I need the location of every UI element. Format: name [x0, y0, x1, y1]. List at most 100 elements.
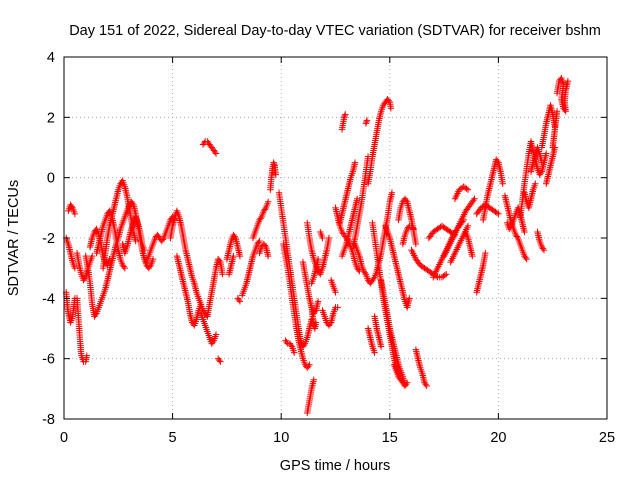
data-point	[493, 209, 501, 217]
data-point	[513, 233, 521, 240]
axis-ticks: 0 5 10 15 20 25 -8 -6 -4 -2 0 2 4	[42, 50, 615, 446]
series-arc23	[249, 198, 272, 242]
series-arc15	[197, 310, 220, 347]
y-axis-label: SDTVAR / TECUs	[6, 180, 22, 296]
data-point	[494, 157, 501, 165]
data-point	[443, 271, 450, 278]
chart-title: Day 151 of 2022, Sidereal Day-to-day VTE…	[69, 23, 601, 39]
series-arc39	[338, 195, 361, 260]
data-point	[255, 239, 262, 246]
data-point	[141, 246, 148, 254]
y-tick-label: -2	[42, 231, 55, 247]
x-tick-label: 5	[169, 430, 177, 446]
x-tick-label: 20	[490, 430, 506, 446]
data-point	[272, 171, 279, 178]
data-point	[542, 150, 550, 157]
series-arc18	[215, 355, 224, 365]
series-arc46	[371, 313, 385, 350]
series-arc33	[319, 304, 341, 329]
series-arc28	[282, 337, 298, 356]
data-point	[261, 242, 269, 249]
series-arc21	[238, 237, 263, 299]
data-point	[388, 189, 396, 196]
data-point	[341, 112, 348, 120]
data-point	[89, 252, 96, 260]
series-arc36	[317, 228, 326, 242]
data-point	[469, 252, 476, 260]
series-arc69	[534, 228, 548, 254]
series-arc57	[440, 195, 478, 260]
data-point	[540, 246, 548, 254]
data-point	[539, 245, 547, 252]
data-point	[120, 263, 127, 270]
data-point	[216, 356, 223, 364]
data-point	[236, 298, 244, 305]
data-point	[523, 255, 530, 263]
y-tick-label: -4	[42, 291, 55, 307]
series-arc19	[223, 231, 244, 263]
data-point	[319, 234, 326, 242]
data-point	[387, 105, 395, 112]
series-arc48	[377, 277, 409, 390]
data-point	[340, 114, 348, 121]
data-point	[351, 159, 359, 166]
data-point	[532, 180, 539, 187]
y-tick-label: -6	[42, 352, 55, 368]
data-point	[377, 343, 385, 350]
series-arc54	[408, 246, 450, 281]
data-point	[306, 361, 313, 368]
data-point	[553, 108, 561, 115]
data-point	[216, 257, 223, 264]
data-point	[371, 349, 378, 356]
data-point	[236, 252, 244, 260]
series-arc50	[395, 195, 420, 248]
series-arc38	[336, 159, 359, 227]
data-point	[264, 198, 272, 205]
data-point	[482, 249, 489, 257]
data-point	[464, 222, 472, 230]
series-arc34	[308, 304, 320, 332]
data-point	[521, 228, 528, 236]
data-point	[314, 298, 322, 305]
data-markers	[62, 74, 572, 417]
series-arc58	[447, 222, 472, 266]
series-arc72	[549, 108, 561, 151]
data-point	[312, 319, 320, 326]
x-tick-label: 25	[599, 430, 615, 446]
data-point	[287, 341, 295, 349]
data-point	[129, 200, 136, 207]
data-point	[464, 186, 472, 193]
series-arc59	[451, 183, 472, 202]
data-point	[121, 264, 129, 272]
series-arc04	[73, 295, 91, 365]
series-arc22	[234, 295, 244, 305]
series-arc25	[267, 159, 279, 193]
data-point	[270, 160, 278, 168]
data-point	[409, 224, 416, 231]
series-arc31	[304, 219, 333, 278]
data-point	[270, 159, 277, 166]
series-arc53	[412, 346, 430, 390]
series-arc17	[204, 255, 226, 320]
series-arc68	[527, 144, 546, 175]
data-point	[92, 311, 99, 319]
series-arc24	[256, 240, 272, 260]
series-arc61	[473, 249, 489, 296]
data-point	[403, 379, 411, 386]
series-arc43	[364, 96, 395, 187]
series-arc45	[364, 325, 378, 356]
data-point	[422, 381, 429, 388]
data-point	[361, 269, 369, 276]
data-point	[412, 240, 420, 248]
data-point	[261, 206, 269, 213]
data-point	[146, 263, 153, 270]
data-point	[325, 234, 333, 242]
series-arc27	[280, 240, 313, 371]
series-arc20	[225, 252, 237, 278]
data-point	[441, 272, 449, 279]
series-arc64	[501, 192, 530, 263]
data-point	[499, 180, 506, 187]
series-arc52	[390, 361, 411, 390]
